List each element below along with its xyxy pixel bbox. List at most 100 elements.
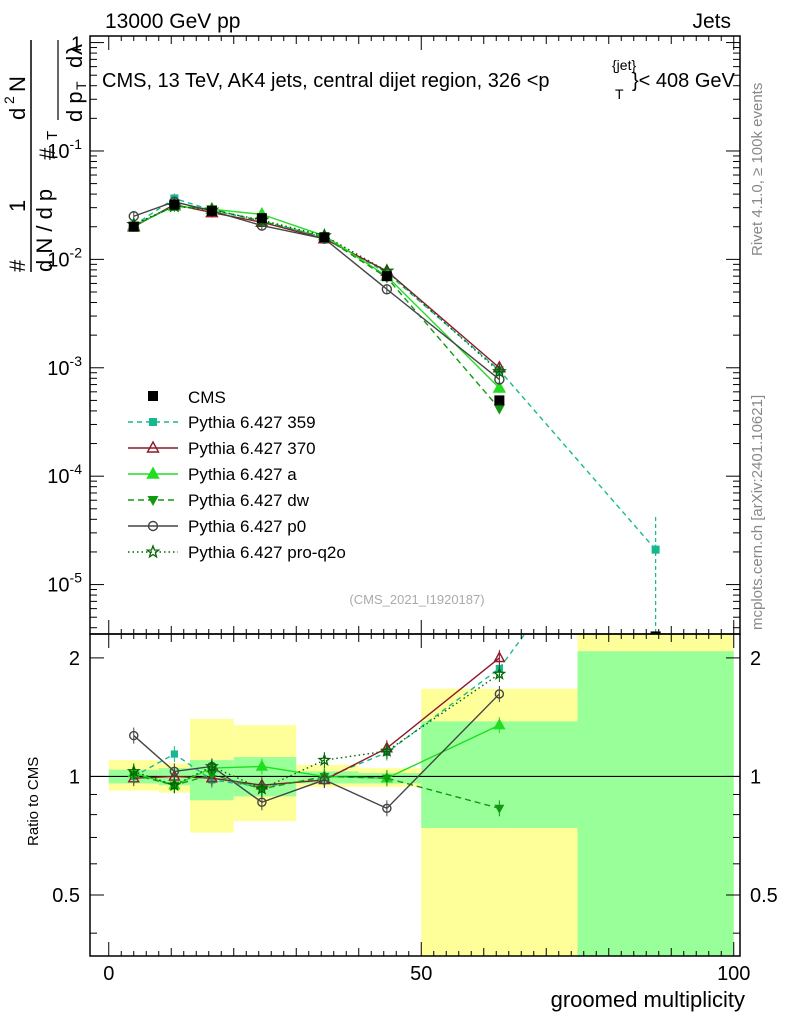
x-tick-label: 0 — [103, 963, 114, 985]
y-tick-base: 10 — [47, 575, 69, 597]
y-tick-base: 10 — [47, 141, 69, 163]
ratio-stat-band — [577, 651, 734, 956]
data-point-marker — [206, 205, 217, 216]
main-marker — [381, 284, 393, 295]
y-tick-exp: -5 — [70, 570, 83, 586]
legend-marker — [146, 466, 160, 479]
ratio-panel-frame — [89, 633, 741, 957]
y-tick-base: 10 — [47, 466, 69, 488]
legend-label: Pythia 6.427 a — [188, 465, 297, 484]
main-line-4 — [133, 201, 500, 381]
y-tick-label: 10-2 — [47, 244, 82, 271]
legend-marker — [147, 496, 159, 506]
header-left: 13000 GeV pp — [105, 10, 240, 33]
y-title-lambda: λ — [62, 44, 87, 55]
plot-title-end: }< 408 GeV — [632, 70, 736, 92]
ratio-curves — [126, 634, 526, 817]
ratio-tick-label-right: 0.5 — [750, 885, 778, 907]
y-title-n: N — [5, 76, 30, 92]
legend-data-marker — [148, 391, 158, 401]
y-tick-exp: -1 — [70, 136, 83, 152]
ratio-marker — [382, 803, 392, 814]
data-point-marker — [381, 271, 392, 282]
main-y-axis-title: 1 d N / d p T # d 2 N d p T d λ # — [1, 40, 89, 272]
x-axis-title: groomed multiplicity — [551, 987, 745, 1012]
ratio-tick-label-right: 2 — [750, 648, 761, 670]
y-tick-label: 10-5 — [47, 570, 82, 597]
legend-marker — [146, 440, 160, 453]
mcplots-reference-label: mcplots.cern.ch [arXiv:2401.10621] — [749, 395, 766, 630]
ratio-marker — [254, 781, 269, 795]
data-point-marker — [256, 213, 267, 224]
y-title-d: d — [5, 108, 30, 120]
ratio-marker — [319, 775, 330, 785]
y-title-hash-1: # — [5, 259, 30, 272]
legend-marker — [145, 544, 161, 559]
plot-title: CMS, 13 TeV, AK4 jets, central dijet reg… — [102, 57, 736, 102]
y-tick-exp: -3 — [70, 353, 83, 369]
legend-label: Pythia 6.427 p0 — [188, 517, 306, 536]
ratio-marker — [128, 730, 139, 741]
main-marker — [491, 363, 507, 379]
ratio-marker — [493, 651, 506, 663]
y-tick-label: 10-3 — [47, 353, 82, 380]
y-title-dlambda: d — [62, 56, 87, 68]
legend-data-label: CMS — [188, 388, 226, 407]
analysis-tag: (CMS_2021_I1920187) — [349, 592, 484, 607]
y-title-dn-dpt-sub: T — [44, 131, 61, 140]
main-marker — [493, 404, 505, 415]
legend: CMS Pythia 6.427 359 Pythia 6.427 370 Pythi… — [128, 388, 346, 562]
y-title-hash-2: # — [35, 147, 60, 160]
main-marker — [492, 380, 507, 393]
legend-label: Pythia 6.427 370 — [188, 439, 316, 458]
y-tick-label: 1 — [71, 34, 82, 56]
rivet-version-label: Rivet 4.1.0, ≥ 100k events — [749, 83, 766, 256]
y-title-inner-dpt: d p — [62, 91, 87, 122]
ratio-y-axis-title: Ratio to CMS — [25, 757, 42, 846]
y-tick-base: 10 — [47, 358, 69, 380]
y-tick-label: 10-1 — [47, 136, 82, 163]
ratio-marker — [493, 718, 506, 730]
data-point-marker — [128, 221, 139, 232]
legend-label: Pythia 6.427 pro-q2o — [188, 543, 346, 562]
y-tick-exp: -2 — [70, 244, 83, 260]
ratio-marker — [492, 666, 507, 680]
data-point-marker — [650, 631, 661, 634]
x-tick-label: 50 — [410, 963, 432, 985]
ratio-marker — [204, 759, 219, 773]
legend-label: Pythia 6.427 359 — [188, 413, 316, 432]
plot-title-sub: T — [615, 86, 624, 102]
ratio-marker — [494, 804, 505, 814]
data-point-marker — [494, 395, 505, 406]
ratio-marker — [494, 689, 505, 699]
main-curves — [126, 193, 661, 634]
y-tick-exp: -4 — [70, 461, 83, 477]
ratio-marker — [167, 777, 182, 792]
ratio-marker — [255, 759, 269, 771]
ratio-marker — [126, 764, 141, 778]
data-point-marker — [319, 232, 330, 243]
plot-title-sup: {jet} — [612, 57, 636, 73]
y-tick-base: 10 — [47, 249, 69, 271]
main-line-5 — [133, 205, 500, 373]
data-point-marker — [169, 199, 180, 210]
ratio-uncertainty-bands — [90, 634, 740, 956]
plot-title-main: CMS, 13 TeV, AK4 jets, central dijet reg… — [102, 70, 550, 92]
ratio-marker — [379, 743, 394, 757]
main-marker — [651, 545, 660, 554]
ratio-tick-label-right: 1 — [750, 766, 761, 788]
legend-marker — [147, 520, 159, 532]
main-line-0 — [133, 197, 657, 551]
main-line-1 — [133, 203, 500, 369]
ratio-marker — [317, 752, 332, 767]
y-title-one: 1 — [5, 200, 30, 212]
x-tick-label: 100 — [717, 963, 750, 985]
ratio-marker — [257, 797, 267, 807]
y-title-dn-dpt: d N / d p — [32, 189, 57, 272]
header-right: Jets — [692, 10, 731, 33]
ratio-marker — [206, 771, 217, 781]
ratio-marker — [381, 774, 392, 784]
y-title-d-sup: 2 — [1, 96, 17, 104]
ratio-tick-label-left: 1 — [69, 766, 80, 788]
